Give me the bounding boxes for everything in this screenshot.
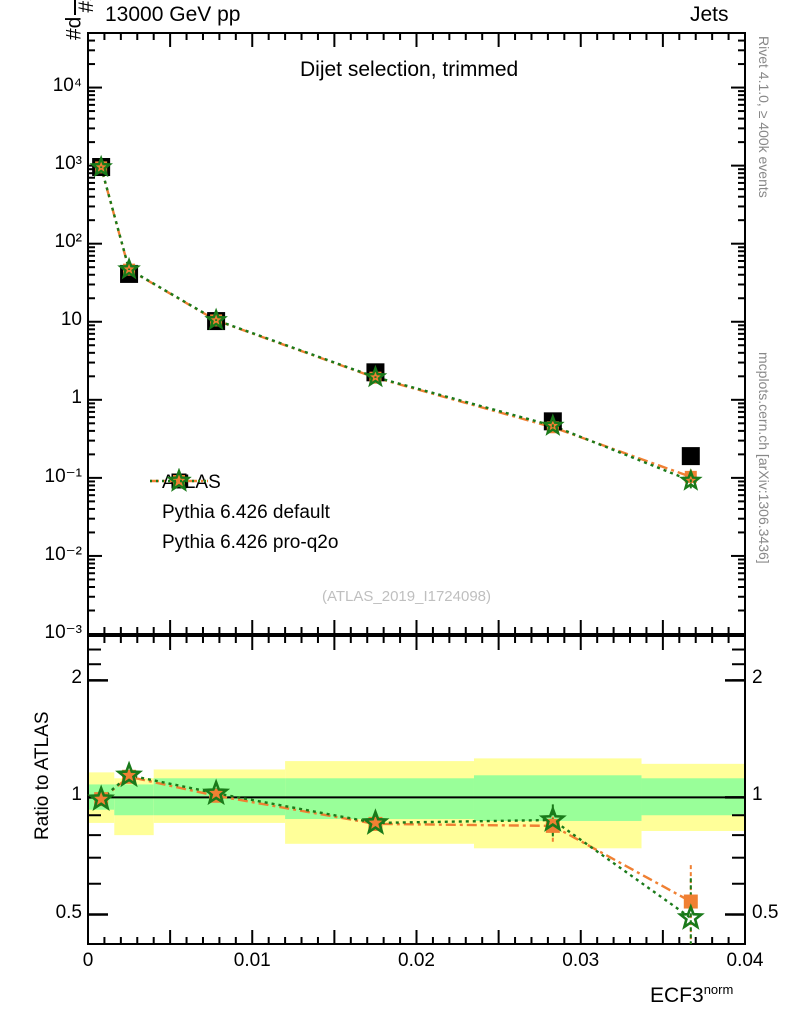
ratio-default-marker (683, 894, 698, 909)
main-series-line (99, 166, 692, 482)
ratio-panel-ticks (87, 636, 746, 944)
ratio-proq2o-marker (676, 903, 705, 930)
main-ytick-label: 10⁴ (52, 74, 82, 96)
header-left: 13000 GeV pp (105, 3, 241, 26)
legend-item[interactable]: Pythia 6.426 default (148, 475, 338, 528)
xtick-label: 0.01 (233, 950, 271, 971)
ratio-ytick-label-right: 2 (752, 667, 763, 689)
legend-label: Pythia 6.426 default (162, 502, 330, 523)
ratio-ytick-label-left: 2 (71, 667, 82, 689)
ratio-proq2o-marker (202, 778, 231, 806)
main-panel-ticks (87, 32, 746, 635)
xaxis-label: ECF3norm (650, 982, 733, 1008)
main-default-marker (684, 470, 697, 483)
main-ytick-label: 10⁻² (44, 543, 83, 565)
ratio-default-marker (122, 769, 137, 784)
xtick-label: 0.03 (562, 950, 600, 971)
ratio-uncertainty-bands (88, 758, 745, 849)
main-panel-data (89, 154, 703, 491)
main-proq2o-marker (89, 154, 113, 178)
xtick-label: 0 (82, 950, 94, 971)
ratio-ytick-label-right: 0.5 (752, 901, 779, 923)
ratio-ytick-label-left: 1 (71, 784, 82, 806)
main-atlas-marker (681, 447, 700, 466)
main-ytick-label: 10³ (54, 152, 82, 174)
legend: ATLAS Pythia 6.426 default Pythia 6.426 pr… (148, 468, 338, 558)
main-ytick-label: 1 (71, 386, 82, 408)
main-ytick-label: 10⁻³ (44, 622, 83, 643)
plot-title: Dijet selection, trimmed (300, 58, 519, 81)
ratio-proq2o-marker (115, 760, 144, 788)
ratio-panel-data (87, 760, 705, 944)
main-proq2o-marker (204, 307, 228, 331)
main-ytick-label: 10² (54, 230, 82, 252)
xaxis-label-sup: norm (703, 982, 734, 997)
ratio-ytick-label-left: 0.5 (55, 901, 82, 923)
ratio-band-inner (285, 778, 474, 820)
ratio-proq2o-marker (361, 808, 390, 835)
xtick-label: 0.02 (398, 950, 435, 971)
main-proq2o-marker (678, 468, 703, 491)
legend-swatch-3 (150, 468, 208, 492)
ratio-ytick-label-right: 1 (752, 784, 763, 806)
legend-item[interactable]: Pythia 6.426 pro-q2o (148, 468, 339, 558)
header-right: Jets (690, 3, 729, 26)
legend-star-marker (166, 468, 192, 492)
main-proq2o-marker (541, 413, 565, 436)
main-series-line (99, 167, 692, 479)
main-ytick-label: 10 (60, 308, 82, 330)
ratio-band-inner (114, 784, 154, 816)
main-ytick-label: 10⁻¹ (44, 465, 83, 487)
main-proq2o-marker (117, 256, 141, 280)
ratio-proq2o-marker (538, 805, 567, 832)
analysis-watermark: (ATLAS_2019_I1724098) (322, 588, 492, 605)
xaxis-label-base: ECF3 (650, 984, 704, 1007)
ratio-proq2o-marker (87, 784, 116, 812)
xtick-label: 0.04 (726, 950, 764, 971)
legend-label: Pythia 6.426 pro-q2o (162, 532, 339, 553)
main-proq2o-marker (363, 364, 388, 388)
